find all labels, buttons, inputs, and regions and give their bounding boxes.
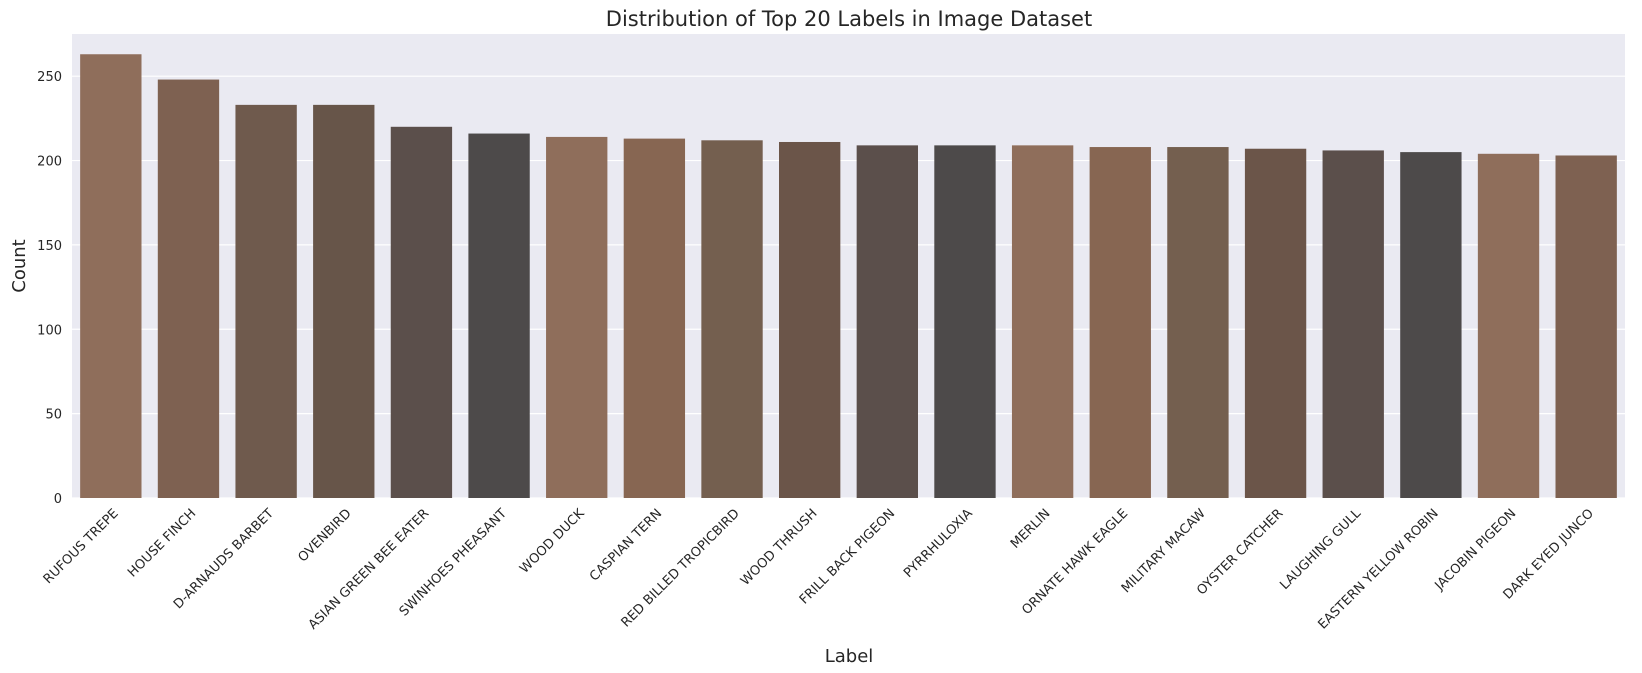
x-tick-label: OYSTER CATCHER [1194, 506, 1286, 598]
x-tick-label: CASPIAN TERN [587, 506, 665, 584]
bar [1167, 147, 1229, 498]
bar [1477, 153, 1540, 498]
x-tick-label: OVENBIRD [295, 506, 354, 565]
bar [856, 145, 918, 499]
x-tick-label: WOOD DUCK [517, 506, 588, 577]
x-tick-label: MILITARY MACAW [1119, 506, 1209, 596]
y-tick-label: 250 [37, 70, 62, 85]
bar [546, 136, 608, 498]
bars [80, 54, 1617, 499]
x-tick-label: WOOD THRUSH [738, 506, 821, 589]
bar [779, 141, 841, 498]
x-tick-label: MERLIN [1008, 506, 1053, 551]
bar [701, 140, 763, 498]
plot-area [72, 34, 1625, 498]
chart-title: Distribution of Top 20 Labels in Image D… [606, 7, 1092, 31]
y-axis-label: Count [9, 239, 30, 292]
bar [1400, 152, 1462, 499]
bar [468, 133, 530, 499]
x-tick-label: JACOBIN PIGEON [1432, 506, 1520, 594]
bar [313, 104, 375, 499]
y-tick-label: 0 [54, 492, 62, 507]
bar [1011, 145, 1074, 499]
y-tick-label: 150 [37, 239, 62, 254]
x-tick-label: LAUGHING GULL [1277, 506, 1364, 593]
x-axis-label: Label [825, 646, 874, 667]
bar [390, 126, 453, 499]
x-tick-label: RUFOUS TREPE [41, 506, 122, 587]
x-tick-label: HOUSE FINCH [125, 506, 199, 580]
bar [235, 104, 297, 499]
bar [1244, 148, 1307, 498]
y-tick-label: 200 [37, 155, 62, 170]
bar [1089, 147, 1151, 498]
y-axis-ticks: 0 50 100 150 200 250 [37, 70, 62, 507]
bar [80, 54, 142, 498]
bar [1322, 150, 1384, 498]
y-tick-label: 50 [45, 408, 62, 423]
y-tick-label: 100 [37, 323, 62, 338]
x-tick-label: PYRRHULOXIA [901, 506, 976, 581]
bar [934, 145, 996, 499]
bar [623, 138, 686, 499]
bar [1555, 155, 1617, 498]
bar [157, 79, 220, 498]
